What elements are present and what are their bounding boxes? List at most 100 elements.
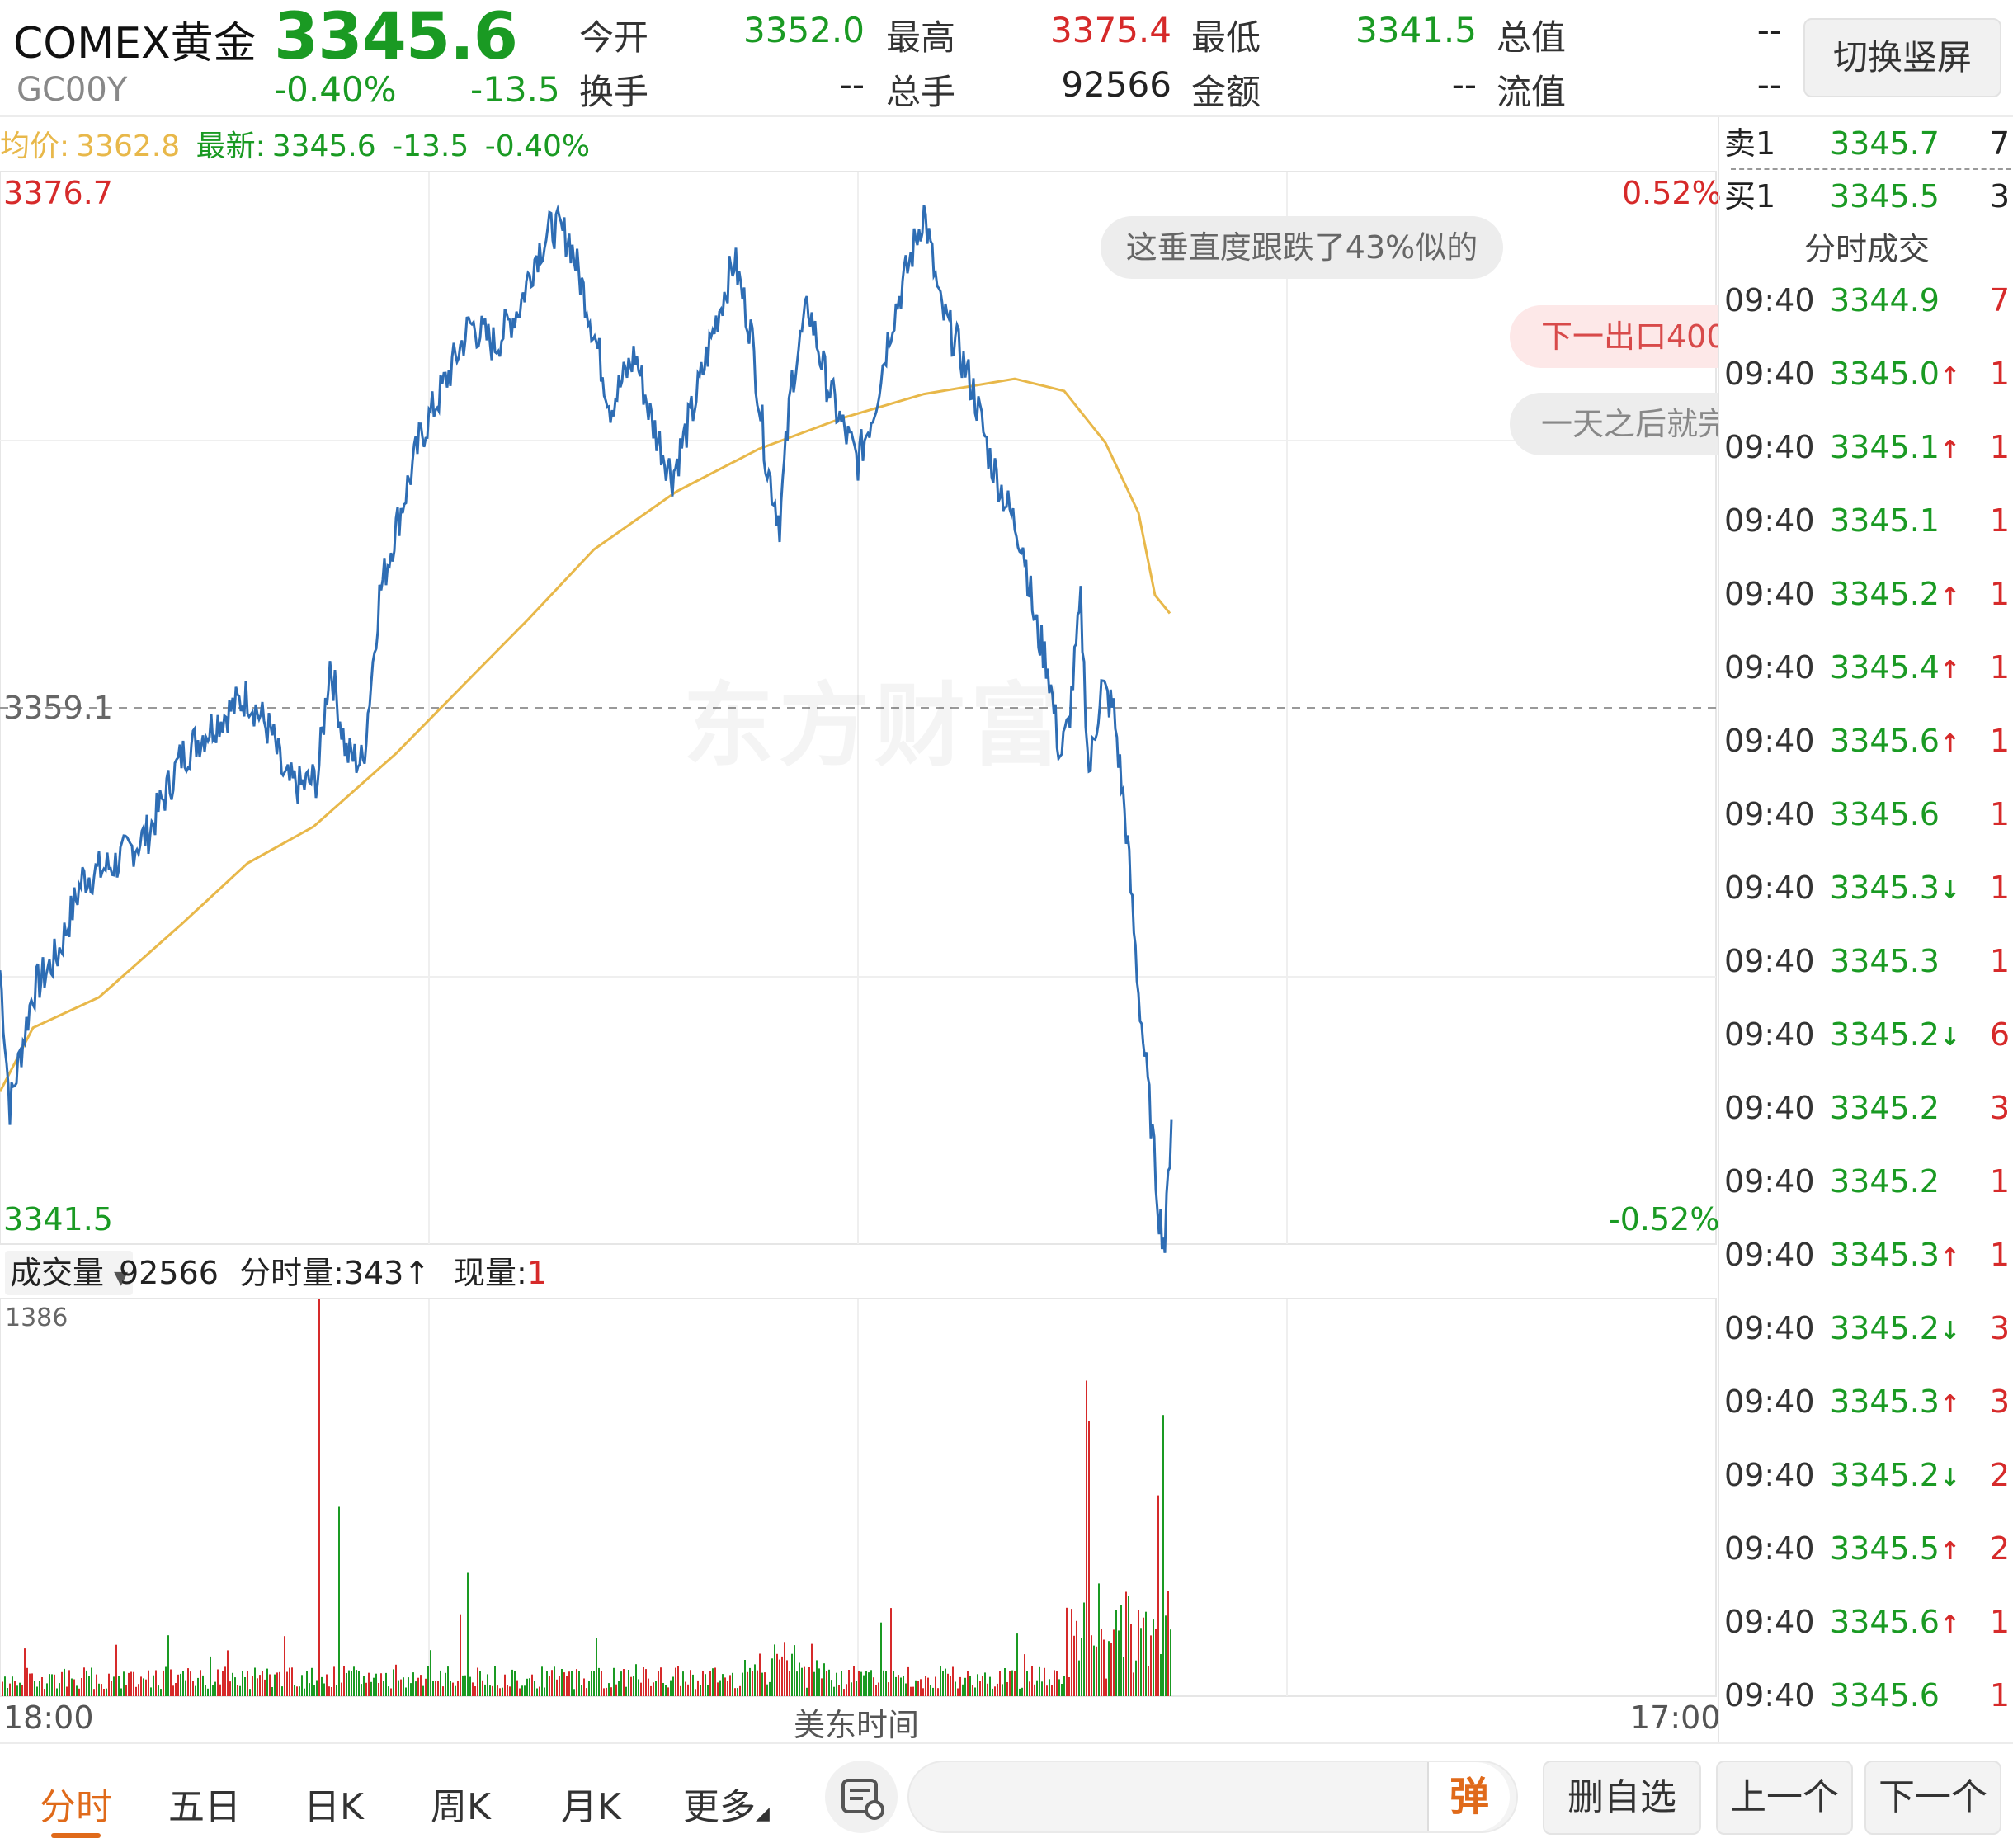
volume-bar	[833, 1686, 835, 1696]
volume-bar	[239, 1685, 241, 1696]
volume-bar	[808, 1667, 810, 1696]
volume-bar	[435, 1681, 436, 1696]
volume-bar	[1034, 1684, 1035, 1696]
arrow-up-icon: ↑	[1939, 1390, 1961, 1419]
volume-bar	[1130, 1624, 1132, 1696]
volume-bar	[757, 1670, 758, 1696]
volume-bar	[1101, 1629, 1102, 1696]
stat-value-open: 3352.0	[743, 10, 865, 50]
volume-bar	[76, 1685, 78, 1696]
volume-indicator-select[interactable]: 成交量 ▼	[5, 1251, 134, 1295]
volume-bar	[118, 1676, 120, 1696]
volume-bar	[979, 1681, 981, 1696]
volume-bar	[638, 1679, 639, 1696]
volume-bar	[920, 1679, 922, 1696]
volume-axis-max: 1386	[5, 1304, 68, 1332]
volume-bar	[328, 1686, 330, 1696]
volume-bar	[19, 1682, 21, 1696]
switch-portrait-button[interactable]: 切换竖屏	[1803, 18, 2001, 97]
volume-bar	[737, 1688, 738, 1696]
volume-bar	[361, 1684, 362, 1696]
volume-bar	[940, 1666, 941, 1696]
volume-bar	[2, 1681, 3, 1696]
current-volume-value: 1	[526, 1255, 547, 1291]
danmu-toggle-button[interactable]: 弹	[1427, 1762, 1510, 1832]
volume-bar	[747, 1671, 748, 1696]
delete-favorite-button[interactable]: 删自选	[1543, 1761, 1701, 1835]
volume-bar	[836, 1672, 837, 1696]
volume-bar	[373, 1677, 375, 1696]
tab-weekly-k[interactable]: 周K	[431, 1786, 491, 1828]
volume-bar	[430, 1650, 431, 1696]
volume-bar	[113, 1676, 115, 1696]
volume-bar	[123, 1671, 125, 1696]
volume-bar	[863, 1675, 865, 1696]
volume-bar	[257, 1678, 258, 1696]
volume-bar	[875, 1685, 877, 1696]
trade-time: 09:40	[1724, 1310, 1815, 1346]
volume-bar	[1167, 1591, 1169, 1696]
volume-bar	[343, 1666, 345, 1696]
danmu-comment[interactable]: 这垂直度跟跌了43%似的	[1101, 216, 1503, 279]
arrow-up-icon: ↑	[1939, 582, 1961, 611]
tab-more[interactable]: 更多◢	[683, 1777, 770, 1830]
volume-bar	[363, 1676, 365, 1696]
volume-bar	[405, 1687, 407, 1696]
volume-bar	[1044, 1667, 1045, 1696]
volume-bar	[680, 1685, 681, 1696]
ask-volume: 7	[1989, 125, 2010, 162]
danmu-comment[interactable]: 一天之后就完	[1510, 393, 1718, 455]
news-button[interactable]	[825, 1761, 898, 1833]
trade-price: 3345.2↓	[1830, 1016, 1961, 1053]
tab-five-day[interactable]: 五日	[168, 1786, 241, 1828]
volume-bar	[120, 1688, 122, 1696]
tab-monthly-k[interactable]: 月K	[561, 1786, 621, 1828]
volume-bar	[116, 1644, 117, 1696]
volume-bar	[249, 1689, 251, 1696]
volume-bar	[279, 1671, 280, 1696]
tab-daily-k[interactable]: 日K	[304, 1786, 364, 1828]
bid-label: 买1	[1724, 178, 1776, 214]
trade-row: 09:40 3345.2↓ 3	[1719, 1304, 2013, 1353]
volume-bar	[1157, 1495, 1159, 1696]
volume-bar	[608, 1683, 610, 1696]
volume-bar	[635, 1664, 637, 1696]
trade-price: 3345.3↑	[1830, 1384, 1961, 1420]
volume-bar	[474, 1686, 476, 1696]
volume-bar	[972, 1685, 974, 1696]
volume-bar	[64, 1668, 65, 1696]
tab-intraday[interactable]: 分时	[40, 1786, 112, 1828]
danmu-comment[interactable]: 下一出口400	[1510, 305, 1718, 368]
volume-bar	[662, 1683, 664, 1696]
volume-bar	[531, 1674, 533, 1696]
danmu-input[interactable]	[908, 1761, 1518, 1833]
volume-bar	[393, 1669, 394, 1696]
volume-bar	[148, 1670, 149, 1696]
volume-bar	[36, 1686, 38, 1696]
volume-bar	[1002, 1684, 1003, 1696]
volume-bar	[1081, 1638, 1082, 1696]
volume-bar	[519, 1688, 521, 1696]
volume-bar	[524, 1685, 526, 1696]
volume-bar	[917, 1681, 919, 1696]
volume-bar	[571, 1671, 573, 1696]
volume-bar	[761, 1672, 763, 1696]
intraday-chart[interactable]	[0, 117, 1718, 1742]
volume-bar	[477, 1667, 478, 1696]
volume-bar	[192, 1681, 194, 1696]
active-tab-indicator	[51, 1833, 101, 1838]
volume-bar	[309, 1683, 310, 1696]
volume-bar	[1091, 1635, 1092, 1696]
volume-bar	[660, 1667, 662, 1696]
time-axis: 18:00 美东时间 17:00	[0, 1695, 1721, 1744]
volume-indicator-label: 成交量	[10, 1255, 105, 1291]
volume-bar	[957, 1688, 959, 1696]
trade-volume: 3	[1989, 1384, 2010, 1420]
volume-bar	[437, 1681, 439, 1696]
volume-bar	[727, 1681, 728, 1696]
volume-bar	[603, 1688, 605, 1696]
previous-button[interactable]: 上一个	[1716, 1761, 1853, 1835]
volume-bar	[818, 1668, 820, 1696]
next-button[interactable]: 下一个	[1864, 1761, 2001, 1835]
volume-bar	[695, 1689, 696, 1696]
